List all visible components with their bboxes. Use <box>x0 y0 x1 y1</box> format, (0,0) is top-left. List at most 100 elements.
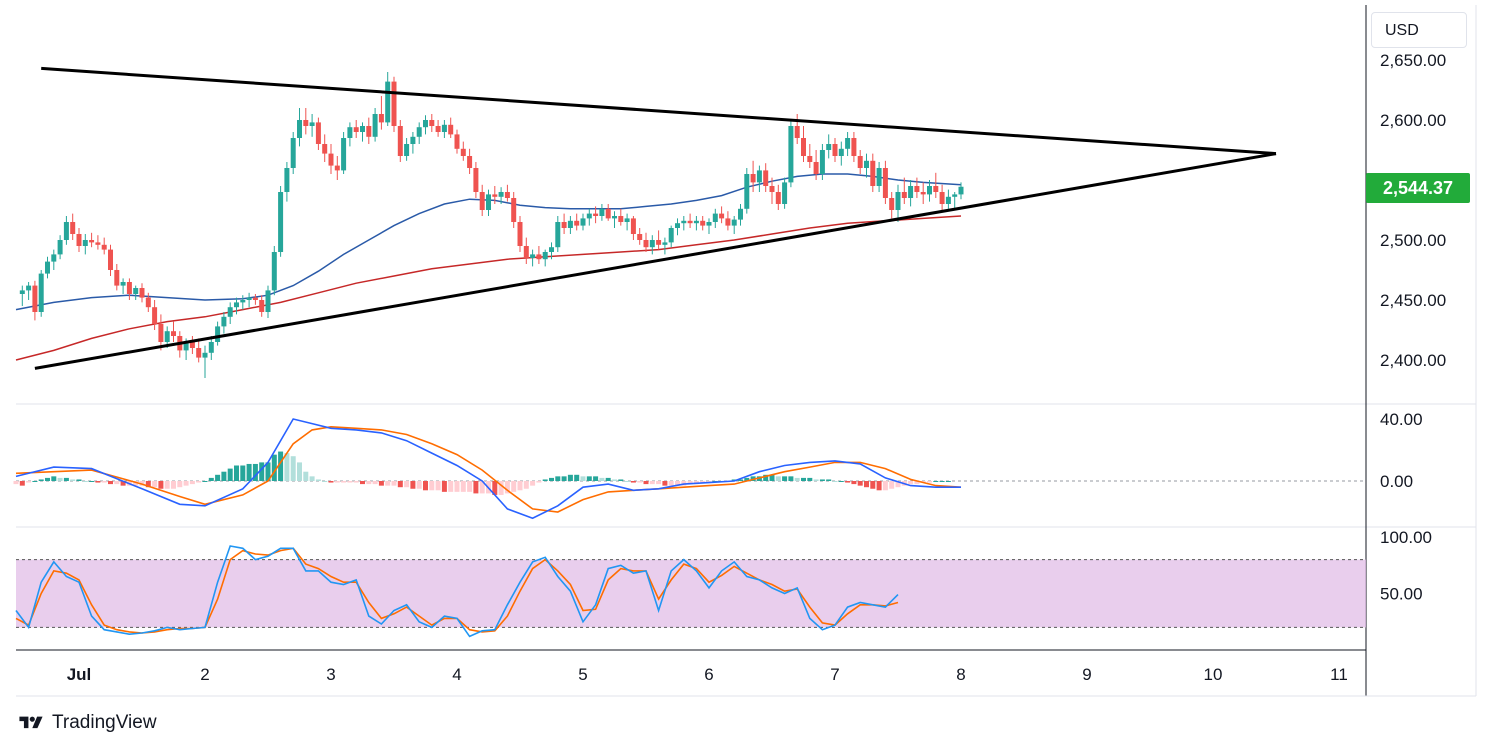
macd-histogram-bar <box>397 481 403 488</box>
triangle-trendlines <box>34 66 1277 370</box>
candle-body <box>271 252 277 291</box>
candle-body <box>870 160 876 186</box>
candle-body <box>410 136 416 144</box>
candle-body <box>649 240 655 248</box>
candle-body <box>574 220 580 226</box>
candle-body <box>933 186 939 192</box>
macd-histogram-bar <box>385 481 391 486</box>
macd-histogram-bar <box>882 481 888 491</box>
candle-body <box>958 186 964 195</box>
candle-body <box>309 122 315 126</box>
candle-body <box>57 240 63 255</box>
macd-histogram-bar <box>794 477 800 481</box>
candle-body <box>441 124 447 132</box>
macd-histogram-bar <box>895 481 901 488</box>
candle-body <box>303 120 309 126</box>
candle-body <box>523 246 529 258</box>
macd-histogram-bar <box>19 481 25 486</box>
candle-body <box>360 126 365 132</box>
macd-histogram-bar <box>864 481 869 488</box>
macd-histogram-bar <box>612 479 617 481</box>
candle-body <box>775 192 781 204</box>
candle-body <box>126 282 132 294</box>
candle-body <box>240 300 246 303</box>
macd-histogram-bar <box>782 476 788 481</box>
candle-body <box>901 192 907 198</box>
candle-body <box>215 326 221 342</box>
macd-histogram-bar <box>120 481 126 486</box>
macd-histogram-bar <box>290 456 296 481</box>
lower-trendline <box>34 152 1277 370</box>
macd-histogram-bar <box>13 481 19 485</box>
candle-body <box>473 168 479 192</box>
candle-body <box>202 352 208 358</box>
candle-body <box>845 138 851 149</box>
candle-body <box>479 192 485 210</box>
candle-body <box>416 127 422 137</box>
macd-histogram-bar <box>26 481 32 483</box>
candle-body <box>95 242 101 245</box>
macd-histogram-bar <box>574 474 580 481</box>
macd-histogram-bar <box>227 468 233 481</box>
candle-body <box>498 192 504 197</box>
macd-histogram-bar <box>404 481 410 488</box>
macd-histogram-bar <box>57 477 63 481</box>
brand-name: TradingView <box>52 712 157 733</box>
candle-body <box>908 186 914 198</box>
macd-histogram-bar <box>183 481 189 486</box>
candle-body <box>189 342 195 348</box>
candle-body <box>889 198 895 210</box>
candle-body <box>467 156 473 168</box>
time-axis-label: 6 <box>704 665 713 684</box>
macd-histogram-bar <box>845 481 851 483</box>
macd-histogram-bar <box>372 481 378 485</box>
macd-histogram-bar <box>624 481 630 482</box>
candle-body <box>120 282 126 286</box>
macd-histogram-bar <box>441 481 447 492</box>
macd-histogram-bar <box>410 481 416 489</box>
macd-histogram-bar <box>196 481 202 483</box>
candle-body <box>662 242 668 245</box>
macd-histogram-bar <box>341 481 347 483</box>
macd-histogram-bar <box>819 479 825 481</box>
price-tick-label: 2,600.00 <box>1380 111 1446 130</box>
macd-histogram-bar <box>202 481 208 482</box>
macd-histogram-bar <box>668 481 674 486</box>
macd-histogram-bar <box>618 479 624 481</box>
candle-body <box>838 148 844 156</box>
time-axis-label: 4 <box>452 665 461 684</box>
candle-body <box>750 174 756 183</box>
candle-body <box>139 288 145 298</box>
macd-histogram-bar <box>322 481 328 482</box>
price-tick-label: 2,450.00 <box>1380 291 1446 310</box>
candle-body <box>423 120 428 128</box>
macd-histogram-bar <box>927 481 932 483</box>
macd-histogram-bar <box>763 474 769 481</box>
macd-histogram-bar <box>788 476 794 481</box>
candle-body <box>719 213 725 219</box>
candle-body <box>517 222 523 246</box>
candle-body <box>612 216 617 219</box>
macd-histogram-bar <box>675 481 680 486</box>
candle-body <box>221 316 227 327</box>
candle-body <box>234 302 239 308</box>
candle-body <box>920 192 926 195</box>
macd-histogram-bar <box>378 481 384 486</box>
candle-body <box>284 168 290 192</box>
candle-body <box>876 168 882 186</box>
time-axis: Jul 2 3 4 5 6 7 8 9 10 11 <box>67 665 1348 684</box>
candle-body <box>290 138 296 168</box>
macd-histogram-bar <box>838 481 844 482</box>
candle-body <box>404 144 410 156</box>
tradingview-logo[interactable]: TradingView <box>16 712 157 734</box>
candle-body <box>605 208 611 219</box>
macd-histogram-bar <box>95 481 101 483</box>
macd-histogram-bar <box>435 481 441 491</box>
macd-histogram-bar <box>347 481 353 483</box>
macd-histogram-bar <box>271 454 277 481</box>
currency-selector[interactable]: USD <box>1371 12 1467 48</box>
macd-histogram-bar <box>215 474 221 481</box>
price-axis: 2,650.00 2,600.00 2,500.00 2,450.00 2,400.00… <box>1380 51 1446 604</box>
candle-body <box>788 126 794 183</box>
macd-histogram-bar <box>530 481 536 486</box>
